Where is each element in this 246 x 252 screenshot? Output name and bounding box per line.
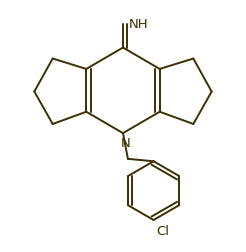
- Text: N: N: [121, 136, 130, 149]
- Text: NH: NH: [129, 18, 149, 31]
- Text: Cl: Cl: [156, 224, 169, 237]
